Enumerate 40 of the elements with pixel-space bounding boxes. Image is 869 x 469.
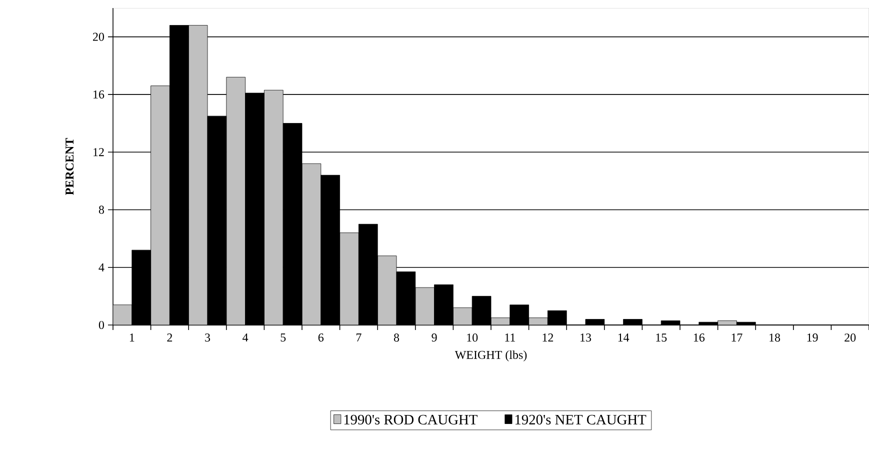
x-tick-label: 14 <box>618 334 630 342</box>
bar <box>150 86 170 325</box>
bar <box>226 77 246 325</box>
x-tick-label: 11 <box>505 334 515 342</box>
y-tick-label: 4 <box>98 263 104 272</box>
bar <box>188 25 208 325</box>
bar <box>453 308 472 325</box>
x-tick-label: 9 <box>432 334 437 342</box>
x-tick-label: 10 <box>467 334 478 342</box>
x-tick-label: 15 <box>656 334 667 342</box>
bar <box>415 288 434 325</box>
y-tick-label: 20 <box>93 32 104 41</box>
x-tick-label: 17 <box>732 334 742 342</box>
x-tick-label: 4 <box>242 334 248 342</box>
x-tick-label: 2 <box>167 334 172 342</box>
legend-label: 1990's ROD CAUGHT <box>344 414 478 425</box>
y-tick-label: 0 <box>98 320 104 330</box>
x-tick-label: 12 <box>542 334 554 342</box>
x-tick-label: 19 <box>807 334 818 342</box>
bar <box>113 304 132 325</box>
x-tick-label: 13 <box>580 334 592 342</box>
x-tick-label: 1 <box>130 334 134 342</box>
x-axis-title: WEIGHT (lbs) <box>454 350 527 362</box>
y-tick-label: 16 <box>94 90 104 98</box>
y-tick-label: 12 <box>94 148 104 156</box>
y-tick-label: 8 <box>98 206 104 214</box>
x-tick-label: 20 <box>844 334 856 342</box>
bar <box>378 256 397 325</box>
x-tick-label: 5 <box>280 334 286 342</box>
x-tick-label: 7 <box>356 334 362 342</box>
bar <box>340 232 359 325</box>
x-tick-label: 16 <box>694 334 705 342</box>
bar <box>302 164 321 325</box>
x-tick-label: 8 <box>394 334 400 342</box>
x-tick-label: 3 <box>205 334 210 342</box>
y-axis-title: PERCENT <box>66 138 74 195</box>
bar <box>264 90 284 325</box>
x-tick-label: 18 <box>770 334 780 342</box>
x-tick-label: 6 <box>318 334 324 342</box>
legend-label: 1920's NET CAUGHT <box>515 414 646 425</box>
